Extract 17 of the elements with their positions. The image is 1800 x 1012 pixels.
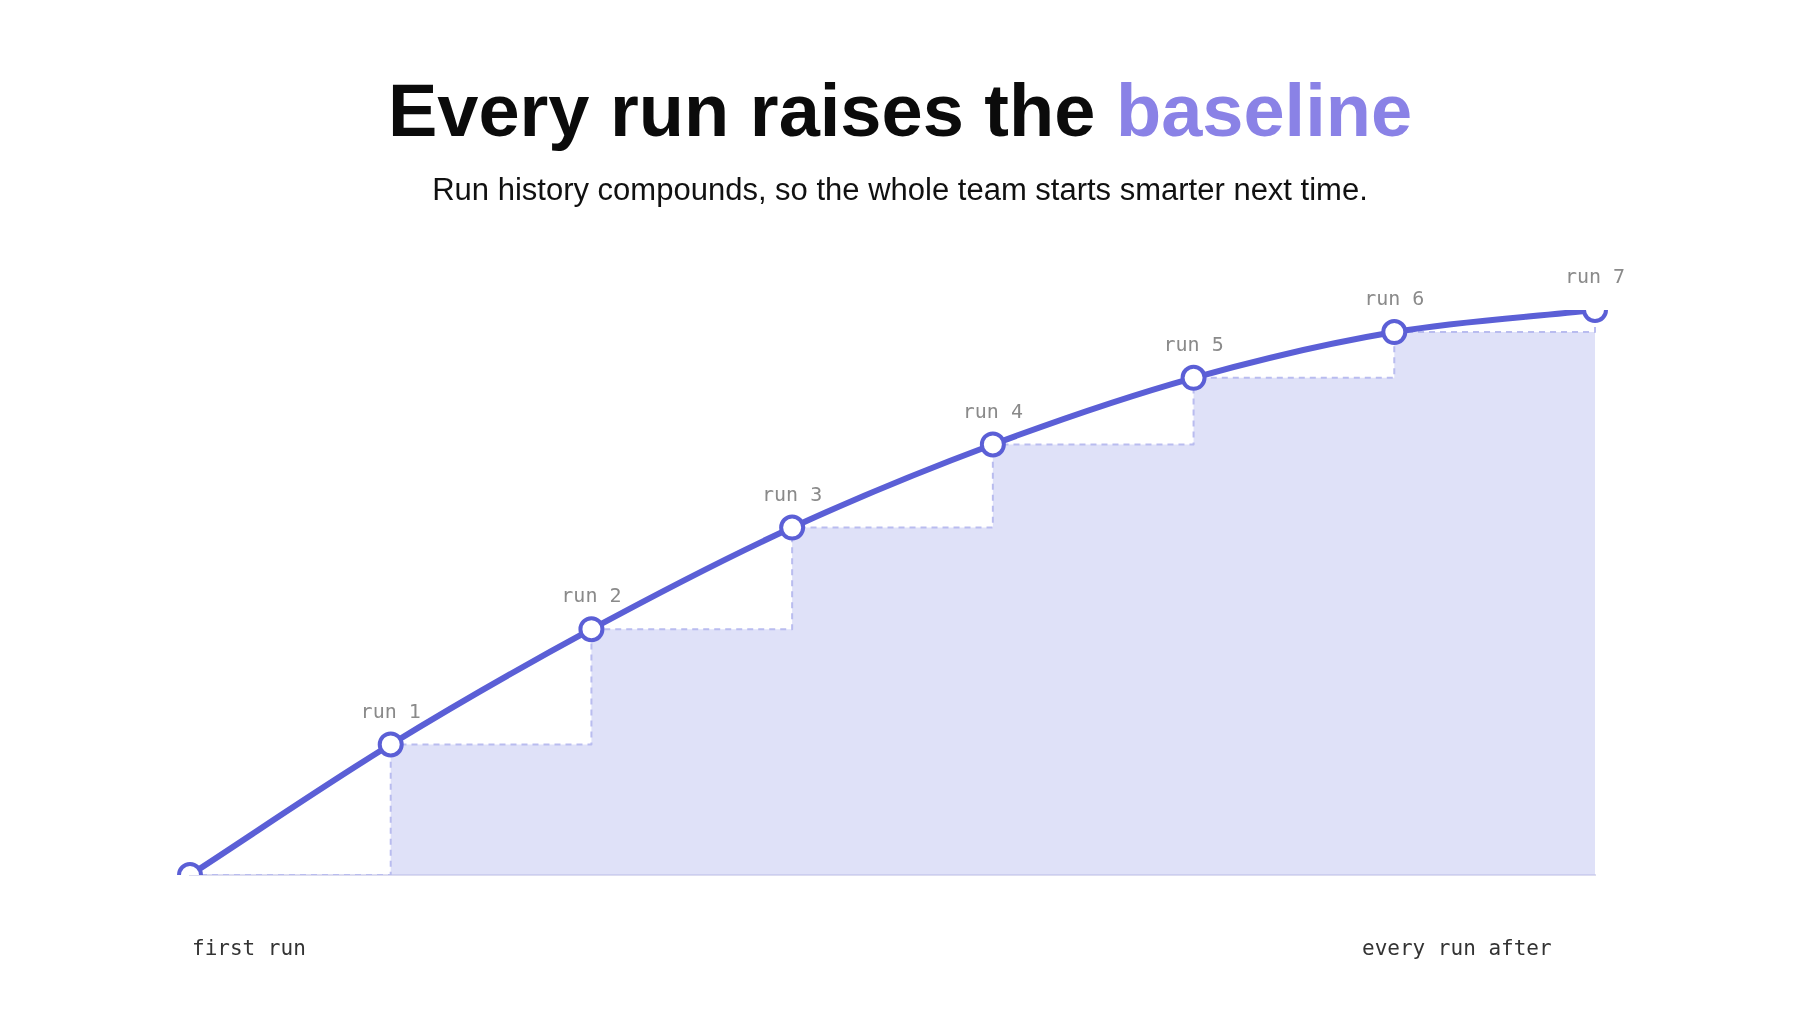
x-tick-label: run 6 [1364, 286, 1425, 311]
point [779, 514, 806, 541]
point [979, 431, 1006, 458]
point [1180, 364, 1207, 391]
point [1381, 319, 1408, 346]
x-tick-label: run 5 [1163, 332, 1224, 356]
point [578, 616, 605, 643]
x-tick-label: run 3 [762, 481, 823, 506]
chart-subtitle: Run history compounds, so the whole team starts smarter next time. [431, 172, 1369, 208]
x-tick-label: run 1 [360, 698, 421, 723]
x-tick-label: run 7 [1564, 264, 1626, 289]
point [377, 731, 404, 758]
text: first run [192, 936, 306, 960]
chart-title: Every run raises the baseline [386, 68, 1414, 153]
x-tick-label: run 2 [561, 583, 622, 608]
x-tick-label: run 4 [962, 398, 1023, 423]
text: every run after [1362, 936, 1552, 960]
